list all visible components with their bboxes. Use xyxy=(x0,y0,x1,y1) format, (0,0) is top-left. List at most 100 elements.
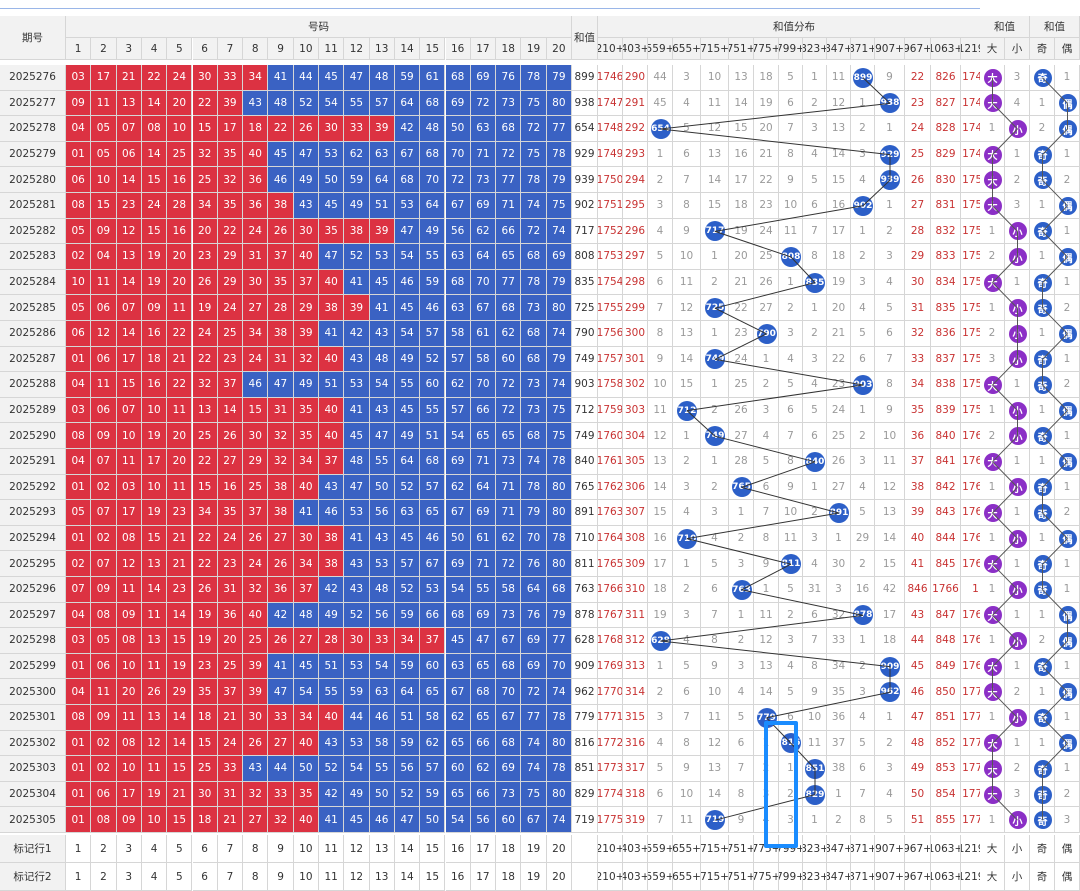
number-cell: 22 xyxy=(192,90,218,117)
small-cell: 1 xyxy=(1005,500,1030,526)
number-cell: 52 xyxy=(394,474,421,501)
footer-number: 8 xyxy=(243,835,269,863)
number-cell: 37 xyxy=(319,449,345,475)
dist-cell: 855 xyxy=(931,807,961,833)
dist-cell: 30 xyxy=(905,269,931,296)
number-cell: 67 xyxy=(394,141,421,168)
number-cell: 33 xyxy=(217,65,244,91)
number-cell: 34 xyxy=(192,193,218,219)
number-cell: 52 xyxy=(420,346,446,373)
number-cell: 38 xyxy=(319,525,345,552)
number-cell: 63 xyxy=(445,244,471,270)
number-cell: 43 xyxy=(344,346,370,373)
number-cell: 35 xyxy=(192,679,218,705)
number-cell: 69 xyxy=(445,449,471,475)
number-cell: 64 xyxy=(394,449,421,475)
number-cell: 54 xyxy=(369,653,395,680)
period-cell: 2025297 xyxy=(0,602,66,629)
number-cell: 80 xyxy=(546,781,572,808)
number-cell: 15 xyxy=(243,397,269,424)
number-cell: 49 xyxy=(420,218,446,245)
number-cell: 50 xyxy=(293,756,319,782)
dist-cell: 839 xyxy=(931,397,961,424)
number-cell: 49 xyxy=(394,423,421,449)
dist-cell: 1 xyxy=(875,116,905,142)
number-cell: 09 xyxy=(91,423,117,449)
footer-dist: 715+ xyxy=(701,835,729,863)
dist-cell: 8 xyxy=(875,372,905,398)
number-cell: 37 xyxy=(217,372,244,398)
number-cell: 08 xyxy=(116,525,142,552)
dist-cell: 12 xyxy=(827,90,851,117)
dist-cell: 7 xyxy=(803,628,827,654)
number-cell: 08 xyxy=(66,193,92,219)
number-cell: 51 xyxy=(369,193,395,219)
number-cell: 24 xyxy=(217,730,244,757)
number-cell: 49 xyxy=(344,781,370,808)
number-cell: 49 xyxy=(293,167,319,193)
number-cell: 11 xyxy=(116,705,142,731)
number-cell: 31 xyxy=(268,397,294,424)
size-ball: 小 xyxy=(1008,222,1027,241)
dist-cell: 15 xyxy=(648,500,673,526)
number-cell: 68 xyxy=(496,730,522,757)
small-cell: 3 xyxy=(1005,193,1030,219)
number-cell: 35 xyxy=(293,423,319,449)
number-cell: 73 xyxy=(496,449,522,475)
number-cell: 12 xyxy=(116,551,142,577)
dist-cell: 45 xyxy=(905,653,931,680)
period-header: 期号 xyxy=(0,16,66,60)
number-cell: 15 xyxy=(192,730,218,757)
number-cell: 24 xyxy=(243,551,269,577)
dist-cell: 32 xyxy=(827,602,851,629)
number-cell: 21 xyxy=(217,807,244,833)
number-cell: 74 xyxy=(521,193,547,219)
number-cell: 27 xyxy=(243,295,269,321)
small-cell: 3 xyxy=(1005,781,1030,808)
dist-cell: 16 xyxy=(729,141,754,168)
number-cell: 18 xyxy=(243,116,269,142)
sum-value: 749 xyxy=(572,346,598,373)
sum-ball: 654 xyxy=(650,119,671,139)
number-cell: 40 xyxy=(319,423,345,449)
number-cell: 74 xyxy=(546,321,572,347)
top-search-bar[interactable] xyxy=(0,0,980,9)
big-cell: 1 xyxy=(980,525,1005,552)
number-cell: 30 xyxy=(344,628,370,654)
dist-cell: 2 xyxy=(827,807,851,833)
number-cell: 16 xyxy=(167,167,193,193)
number-cell: 56 xyxy=(394,756,421,782)
dist-cell: 7 xyxy=(648,295,673,321)
small-cell: 1 xyxy=(1005,449,1030,475)
footer-odd: 奇 xyxy=(1030,863,1055,891)
number-cell: 03 xyxy=(66,397,92,424)
dist-cell: 6 xyxy=(803,423,827,449)
number-cell: 36 xyxy=(243,193,269,219)
dist-cell: 4 xyxy=(673,90,701,117)
dist-cell: 11 xyxy=(673,807,701,833)
number-cell: 78 xyxy=(521,65,547,91)
number-cell: 13 xyxy=(141,551,168,577)
number-cell: 35 xyxy=(319,218,345,245)
footer-dist: 1063+ xyxy=(931,863,961,891)
footer-even: 偶 xyxy=(1055,863,1080,891)
dist-cell: 10 xyxy=(779,193,803,219)
sum-ball: 902 xyxy=(853,195,873,216)
number-cell: 77 xyxy=(546,116,572,142)
number-cell: 53 xyxy=(420,577,446,603)
number-cell: 41 xyxy=(268,65,294,91)
number-cell: 03 xyxy=(116,474,142,501)
number-cell: 54 xyxy=(394,244,421,270)
number-cell: 72 xyxy=(521,218,547,245)
dist-cell: 2 xyxy=(803,321,827,347)
dist-cell: 830 xyxy=(931,167,961,193)
number-cell: 23 xyxy=(167,577,193,603)
dist-cell: 37 xyxy=(827,730,851,757)
number-cell: 26 xyxy=(192,269,218,296)
odd-cell: 1 xyxy=(1030,525,1055,552)
dist-cell: 4 xyxy=(648,730,673,757)
dist-cell: 302 xyxy=(623,372,648,398)
small-cell: 1 xyxy=(1005,551,1030,577)
dist-cell: 11 xyxy=(875,449,905,475)
size-ball: 大 xyxy=(983,376,1002,394)
